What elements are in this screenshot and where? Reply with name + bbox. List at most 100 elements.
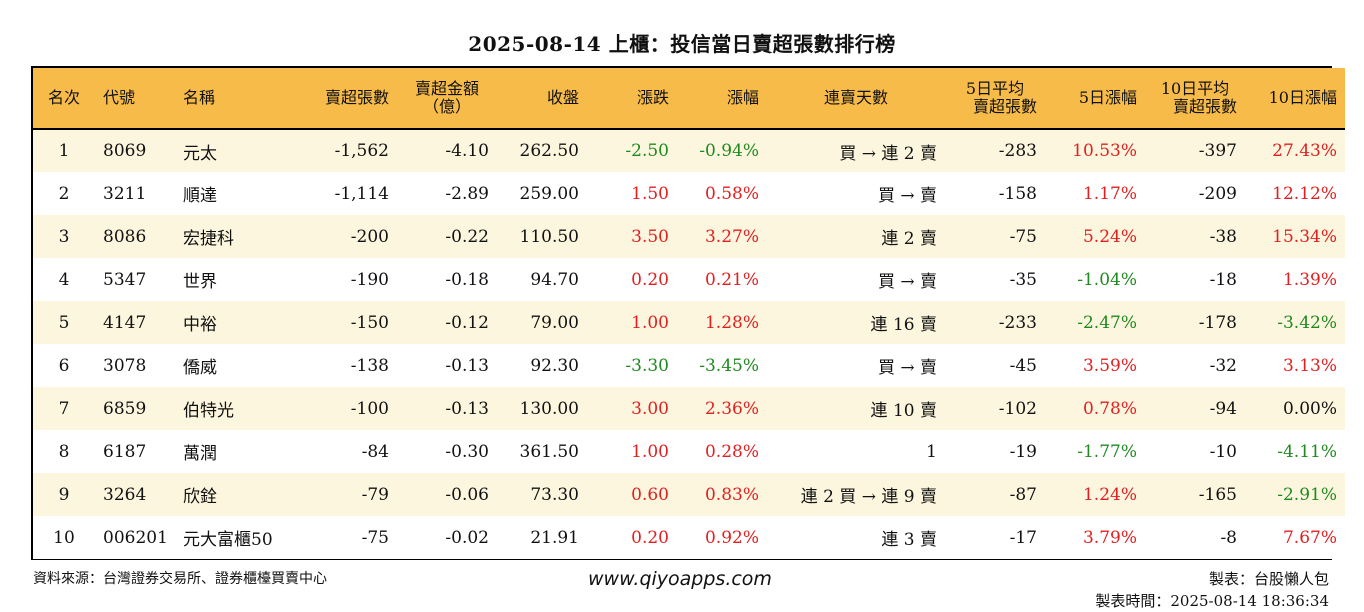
cell-pct5: 3.59% xyxy=(1082,355,1137,376)
table-row: 3 8086 宏捷科 -200 -0.22 110.50 3.50 3.27% 連 2 賣 -75… xyxy=(33,215,1345,258)
cell-pct10: 27.43% xyxy=(1272,141,1337,161)
header-consec-days: 連賣天數 xyxy=(767,68,945,130)
cell-change: 3.50 xyxy=(631,226,669,247)
cell-change-pct: 3.27% xyxy=(704,226,759,247)
cell-pct5: 3.79% xyxy=(1082,527,1137,548)
header-sell-amount-line1: 賣超金額 xyxy=(414,79,479,98)
table-row: 5 4147 中裕 -150 -0.12 79.00 1.00 1.28% 連 16 賣 -233… xyxy=(33,301,1345,344)
cell-avg5: -283 xyxy=(998,141,1037,161)
cell-change-pct: -3.45% xyxy=(699,355,759,376)
cell-change-pct: 0.28% xyxy=(704,441,759,462)
table-body: 1 8069 元太 -1,562 -4.10 262.50 -2.50 -0.94% 買 → 連… xyxy=(33,129,1345,559)
cell-avg10: -32 xyxy=(1209,355,1237,376)
header-avg10: 10日平均 賣超張數 xyxy=(1145,68,1245,130)
cell-sell-amount: -2.89 xyxy=(445,183,489,204)
cell-name: 宏捷科 xyxy=(183,229,234,249)
header-avg5-line1: 5日平均 xyxy=(965,79,1025,98)
cell-close: 361.50 xyxy=(519,441,579,462)
table-row: 7 6859 伯特光 -100 -0.13 130.00 3.00 2.36% 連 10 賣 -1… xyxy=(33,387,1345,430)
cell-avg10: -10 xyxy=(1209,441,1237,462)
cell-change: 1.00 xyxy=(631,441,669,462)
table-row: 2 3211 順達 -1,114 -2.89 259.00 1.50 0.58% 買 → 賣 -1… xyxy=(33,172,1345,215)
cell-sell-shares: -190 xyxy=(350,269,389,290)
cell-sell-shares: -1,562 xyxy=(334,141,389,161)
cell-consec-days: 連 2 賣 xyxy=(881,229,937,249)
cell-pct10: 3.13% xyxy=(1282,355,1337,376)
cell-rank: 10 xyxy=(53,527,75,548)
cell-code: 4147 xyxy=(103,312,147,333)
cell-sell-shares: -150 xyxy=(350,312,389,333)
cell-avg10: -209 xyxy=(1198,183,1237,204)
cell-avg5: -87 xyxy=(1009,484,1037,505)
cell-pct5: -2.47% xyxy=(1077,312,1137,333)
cell-close: 21.91 xyxy=(530,527,579,548)
cell-avg5: -45 xyxy=(1009,355,1037,376)
cell-name: 中裕 xyxy=(183,315,217,335)
cell-avg5: -102 xyxy=(998,398,1037,419)
cell-close: 94.70 xyxy=(530,269,579,290)
cell-pct5: 0.78% xyxy=(1082,398,1137,419)
cell-pct5: 1.17% xyxy=(1082,183,1137,204)
header-sell-amount: 賣超金額 （億） xyxy=(397,68,497,130)
table-row: 4 5347 世界 -190 -0.18 94.70 0.20 0.21% 買 → 賣 -35 -1… xyxy=(33,258,1345,301)
cell-code: 3264 xyxy=(103,484,147,505)
cell-close: 259.00 xyxy=(519,183,579,204)
ranking-table: 名次 代號 名稱 賣超張數 賣超金額 （億） 收盤 漲跌 漲幅 連賣天數 5日平… xyxy=(33,68,1345,559)
table-row: 10 006201 元大富櫃50 -75 -0.02 21.91 0.20 0.92% 連 3 … xyxy=(33,516,1345,559)
header-avg10-line2: 賣超張數 xyxy=(1172,97,1237,116)
cell-rank: 4 xyxy=(58,269,70,290)
cell-consec-days: 連 3 賣 xyxy=(881,530,937,550)
cell-pct10: 15.34% xyxy=(1272,226,1337,247)
header-avg5-line2: 賣超張數 xyxy=(972,97,1037,116)
cell-sell-shares: -100 xyxy=(350,398,389,419)
table-row: 8 6187 萬潤 -84 -0.30 361.50 1.00 0.28% 1 -19 -1.77%… xyxy=(33,430,1345,473)
cell-sell-amount: -0.30 xyxy=(445,441,489,462)
cell-avg5: -75 xyxy=(1009,226,1037,247)
cell-name: 世界 xyxy=(183,272,217,292)
cell-sell-shares: -200 xyxy=(350,226,389,247)
cell-rank: 1 xyxy=(58,141,70,161)
header-pct10: 10日漲幅 xyxy=(1245,68,1345,130)
cell-name: 順達 xyxy=(183,186,217,206)
header-change: 漲跌 xyxy=(587,68,677,130)
cell-change: 1.50 xyxy=(631,183,669,204)
cell-pct10: -3.42% xyxy=(1277,312,1337,333)
cell-change-pct: 2.36% xyxy=(704,398,759,419)
cell-pct10: 0.00% xyxy=(1282,398,1337,419)
cell-rank: 9 xyxy=(58,484,70,505)
cell-avg10: -94 xyxy=(1209,398,1237,419)
cell-rank: 6 xyxy=(58,355,70,376)
cell-consec-days: 買 → 連 2 賣 xyxy=(839,143,937,164)
cell-change-pct: -0.94% xyxy=(699,141,759,161)
cell-consec-days: 買 → 賣 xyxy=(877,186,937,206)
cell-pct5: -1.77% xyxy=(1077,441,1137,462)
website-link[interactable]: www.qiyoapps.com xyxy=(588,568,772,590)
header-avg5: 5日平均 賣超張數 xyxy=(945,68,1045,130)
header-change-pct: 漲幅 xyxy=(677,68,767,130)
cell-sell-amount: -0.12 xyxy=(445,312,489,333)
header-pct5: 5日漲幅 xyxy=(1045,68,1145,130)
cell-avg5: -17 xyxy=(1009,527,1037,548)
header-rank: 名次 xyxy=(33,68,95,130)
cell-sell-amount: -0.18 xyxy=(445,269,489,290)
cell-sell-shares: -1,114 xyxy=(334,183,389,204)
cell-close: 92.30 xyxy=(530,355,579,376)
cell-sell-amount: -0.13 xyxy=(445,398,489,419)
cell-close: 73.30 xyxy=(530,484,579,505)
cell-pct10: 1.39% xyxy=(1282,269,1337,290)
cell-code: 8069 xyxy=(103,141,147,161)
cell-sell-amount: -0.22 xyxy=(445,226,489,247)
cell-pct5: 5.24% xyxy=(1082,226,1137,247)
cell-change-pct: 0.92% xyxy=(704,527,759,548)
data-source-note: 資料來源：台灣證券交易所、證券櫃檯買賣中心 xyxy=(33,571,327,587)
cell-avg10: -397 xyxy=(1198,141,1237,161)
table-header-row: 名次 代號 名稱 賣超張數 賣超金額 （億） 收盤 漲跌 漲幅 連賣天數 5日平… xyxy=(33,68,1345,130)
cell-pct5: -1.04% xyxy=(1077,269,1137,290)
cell-close: 262.50 xyxy=(519,141,579,161)
cell-consec-days: 1 xyxy=(926,441,937,462)
header-code: 代號 xyxy=(95,68,175,130)
cell-rank: 3 xyxy=(58,226,70,247)
table-row: 9 3264 欣銓 -79 -0.06 73.30 0.60 0.83% 連 2 買 → 連 9… xyxy=(33,473,1345,516)
cell-pct5: 10.53% xyxy=(1072,141,1137,161)
cell-code: 6859 xyxy=(103,398,147,419)
